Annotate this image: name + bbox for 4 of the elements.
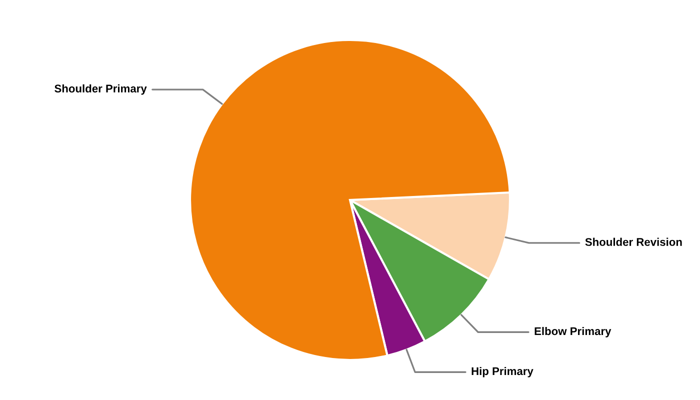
slice-label: Hip Primary — [472, 366, 534, 378]
slice-label: Shoulder Revision — [585, 238, 682, 246]
slice-label: Elbow Primary — [534, 326, 612, 338]
slice-label: Shoulder Primary — [54, 84, 147, 95]
